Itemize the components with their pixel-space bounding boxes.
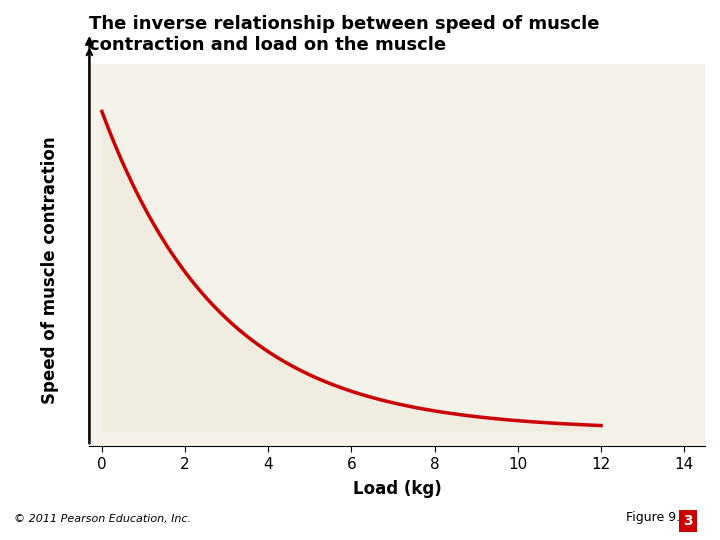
Text: © 2011 Pearson Education, Inc.: © 2011 Pearson Education, Inc. [14,514,192,524]
Text: The inverse relationship between speed of muscle
contraction and load on the mus: The inverse relationship between speed o… [89,15,600,54]
X-axis label: Load (kg): Load (kg) [353,480,441,498]
Text: Speed of muscle contraction: Speed of muscle contraction [42,136,60,404]
Text: Figure 9.8: Figure 9.8 [626,511,688,524]
Text: 3: 3 [683,514,693,528]
